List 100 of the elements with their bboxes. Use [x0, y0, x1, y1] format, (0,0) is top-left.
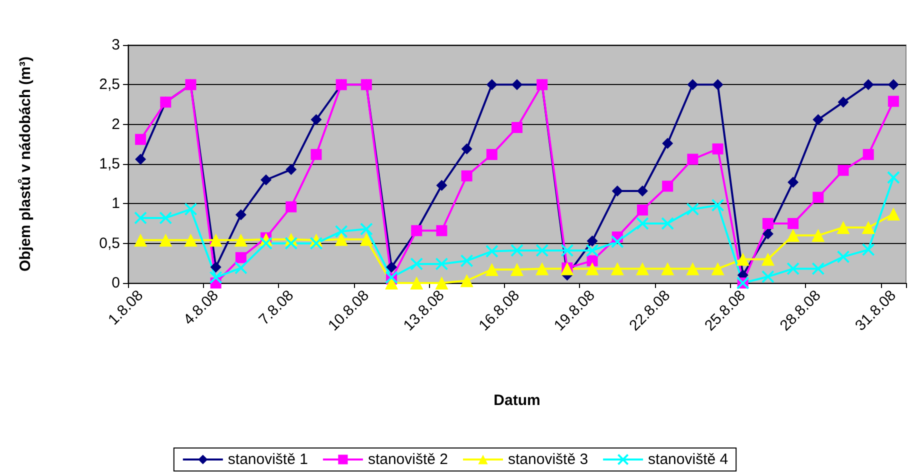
point	[410, 276, 424, 290]
point	[334, 224, 348, 238]
point	[610, 262, 624, 276]
point	[636, 262, 649, 276]
point	[662, 180, 674, 192]
point	[310, 114, 322, 126]
point	[234, 261, 248, 274]
point	[159, 234, 172, 247]
point	[260, 236, 273, 250]
point	[485, 244, 498, 258]
point	[385, 276, 398, 290]
point	[586, 244, 599, 257]
point	[711, 262, 724, 276]
point	[235, 209, 246, 220]
point	[636, 185, 648, 196]
y-tick-label: 1	[112, 195, 120, 212]
point	[260, 174, 272, 186]
point	[888, 79, 899, 90]
y-tick-label: 0,5	[99, 234, 120, 252]
point	[461, 143, 472, 154]
point	[436, 180, 448, 191]
point	[812, 228, 825, 242]
point	[385, 270, 398, 284]
point	[836, 220, 850, 234]
y-tick-label: 1,5	[99, 156, 120, 172]
point	[862, 220, 875, 234]
point	[761, 252, 774, 266]
point	[687, 154, 698, 165]
point	[862, 79, 874, 90]
point	[536, 262, 549, 276]
point	[435, 276, 448, 290]
point	[512, 122, 522, 134]
x-axis-title: Datum	[494, 392, 540, 409]
point	[360, 222, 373, 236]
point	[234, 234, 248, 247]
point	[762, 228, 774, 240]
point	[512, 79, 522, 90]
point	[360, 232, 373, 246]
point	[836, 250, 850, 264]
point	[461, 170, 472, 182]
point	[762, 218, 774, 229]
point	[661, 262, 674, 276]
point	[687, 79, 698, 90]
point	[788, 218, 799, 229]
point	[586, 262, 599, 276]
point	[134, 234, 148, 247]
point	[711, 198, 724, 212]
point	[485, 263, 498, 276]
point	[460, 274, 474, 288]
point	[334, 232, 348, 246]
point	[612, 185, 623, 196]
point	[135, 134, 146, 145]
point	[510, 244, 524, 257]
point	[812, 262, 825, 276]
point	[686, 262, 700, 276]
point	[310, 236, 323, 250]
point	[560, 244, 574, 257]
legend-label: stanoviště 2	[368, 451, 448, 468]
point	[235, 252, 246, 264]
point	[686, 202, 700, 216]
point	[712, 143, 724, 154]
point	[788, 176, 799, 188]
legend-label: stanoviště 1	[228, 451, 308, 468]
point	[135, 154, 146, 165]
point	[486, 148, 498, 160]
point	[862, 148, 874, 160]
point	[210, 262, 222, 273]
point	[209, 234, 222, 247]
point	[184, 202, 198, 216]
point	[410, 257, 424, 270]
y-tick-label: 0	[112, 274, 120, 292]
legend-label: stanoviště 4	[648, 451, 728, 468]
point	[435, 257, 448, 270]
point	[436, 225, 448, 236]
point	[886, 207, 900, 220]
point	[610, 235, 624, 248]
y-axis-title: Objem plastů v nádobách (m³)	[17, 56, 34, 272]
legend-label: stanoviště 3	[508, 451, 588, 468]
point	[736, 252, 750, 266]
point	[284, 236, 298, 250]
point	[661, 217, 674, 230]
point	[838, 96, 849, 108]
point	[761, 270, 774, 284]
point	[536, 244, 549, 257]
point	[786, 228, 800, 242]
point	[888, 96, 899, 107]
point	[812, 114, 824, 126]
point	[159, 211, 172, 224]
point	[460, 254, 474, 268]
point	[886, 170, 900, 184]
y-tick-label: 3	[112, 36, 120, 54]
point	[134, 211, 148, 224]
point	[862, 243, 875, 256]
point	[209, 270, 222, 284]
point	[486, 79, 498, 90]
point	[636, 204, 648, 216]
point	[586, 235, 598, 246]
point	[510, 263, 524, 276]
point	[286, 164, 297, 176]
point	[662, 138, 674, 149]
